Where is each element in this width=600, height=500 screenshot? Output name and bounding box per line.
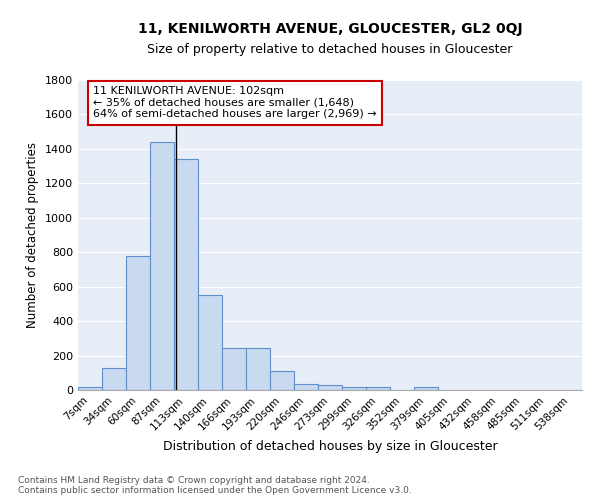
Bar (318, 385, 342, 390)
Text: 11 KENILWORTH AVENUE: 102sqm
← 35% of detached houses are smaller (1,648)
64% of: 11 KENILWORTH AVENUE: 102sqm ← 35% of de… (93, 86, 377, 120)
Bar (78, 387, 102, 390)
Text: Size of property relative to detached houses in Gloucester: Size of property relative to detached ho… (148, 42, 512, 56)
Bar (174, 159, 198, 390)
Bar (150, 142, 174, 390)
Bar (366, 388, 390, 390)
Text: 11, KENILWORTH AVENUE, GLOUCESTER, GL2 0QJ: 11, KENILWORTH AVENUE, GLOUCESTER, GL2 0… (137, 22, 523, 36)
Bar (246, 348, 270, 390)
Bar (270, 372, 294, 390)
Bar (102, 368, 126, 390)
Bar (414, 387, 438, 390)
Bar (198, 296, 222, 390)
Bar (126, 256, 150, 390)
Bar (342, 388, 366, 390)
Bar (294, 384, 318, 390)
X-axis label: Distribution of detached houses by size in Gloucester: Distribution of detached houses by size … (163, 440, 497, 453)
Bar (222, 348, 246, 390)
Y-axis label: Number of detached properties: Number of detached properties (26, 142, 40, 328)
Text: Contains HM Land Registry data © Crown copyright and database right 2024.
Contai: Contains HM Land Registry data © Crown c… (18, 476, 412, 495)
